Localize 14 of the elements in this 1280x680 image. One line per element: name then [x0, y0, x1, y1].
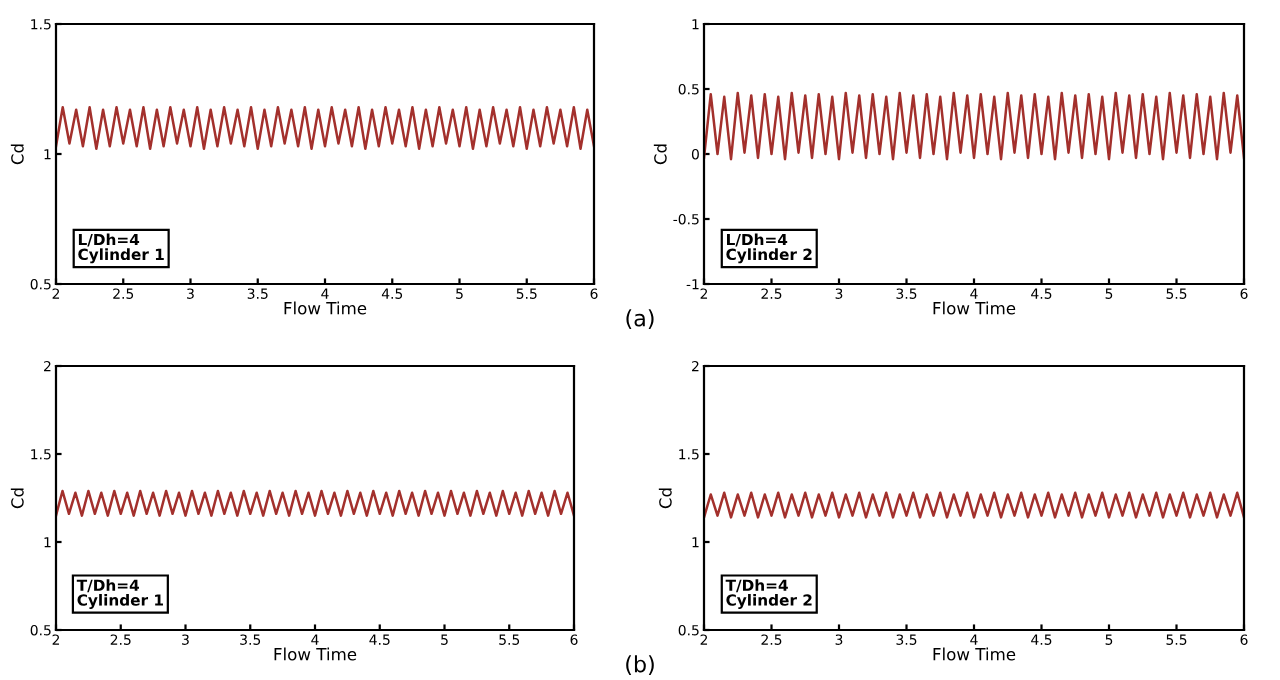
- x-axis-title: Flow Time: [284, 301, 367, 315]
- text: (a): [626, 309, 654, 330]
- line-series: [56, 105, 594, 151]
- x-axis-title: Flow Time: [933, 301, 1016, 315]
- x-axis-title: Flow Time: [274, 647, 357, 661]
- y-axis-title: Cd: [10, 488, 24, 509]
- line-series: [704, 491, 1244, 519]
- y-axis-title: Cd: [658, 488, 672, 509]
- x-axis-title: Flow Time: [933, 647, 1016, 661]
- text: (b): [626, 655, 654, 676]
- line-series: [56, 489, 574, 517]
- y-axis-title: Cd: [10, 144, 24, 165]
- line-series: [704, 91, 1244, 161]
- y-axis-title: Cd: [653, 144, 667, 165]
